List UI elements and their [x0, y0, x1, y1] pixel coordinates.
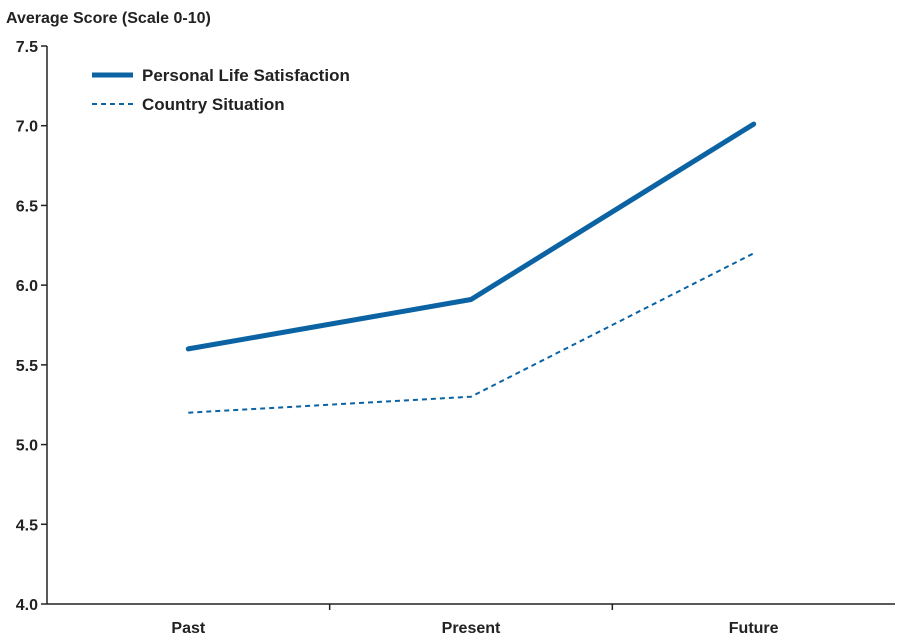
legend-label: Personal Life Satisfaction	[142, 66, 350, 85]
y-axis-label: Average Score (Scale 0-10)	[6, 10, 211, 27]
y-tick-label: 5.0	[16, 438, 38, 455]
x-tick-label: Past	[171, 620, 205, 637]
y-tick-label: 7.0	[16, 119, 38, 136]
x-ticks: Past Present Future	[171, 604, 778, 637]
axes	[47, 46, 895, 604]
x-tick-label: Future	[729, 620, 779, 637]
y-tick-label: 4.0	[16, 597, 38, 614]
y-tick-label: 4.5	[16, 517, 38, 534]
y-tick-label: 5.5	[16, 358, 38, 375]
x-tick-label: Present	[442, 620, 501, 637]
series-line-0	[188, 124, 753, 349]
legend: Personal Life Satisfaction Country Situat…	[92, 66, 350, 114]
series-lines	[188, 124, 754, 413]
y-tick-label: 7.5	[16, 39, 38, 56]
legend-label: Country Situation	[142, 95, 285, 114]
y-ticks: 4.0 4.5 5.0 5.5 6.0 6.5 7.0 7.5	[16, 39, 47, 614]
y-tick-label: 6.0	[16, 278, 38, 295]
y-tick-label: 6.5	[16, 198, 38, 215]
